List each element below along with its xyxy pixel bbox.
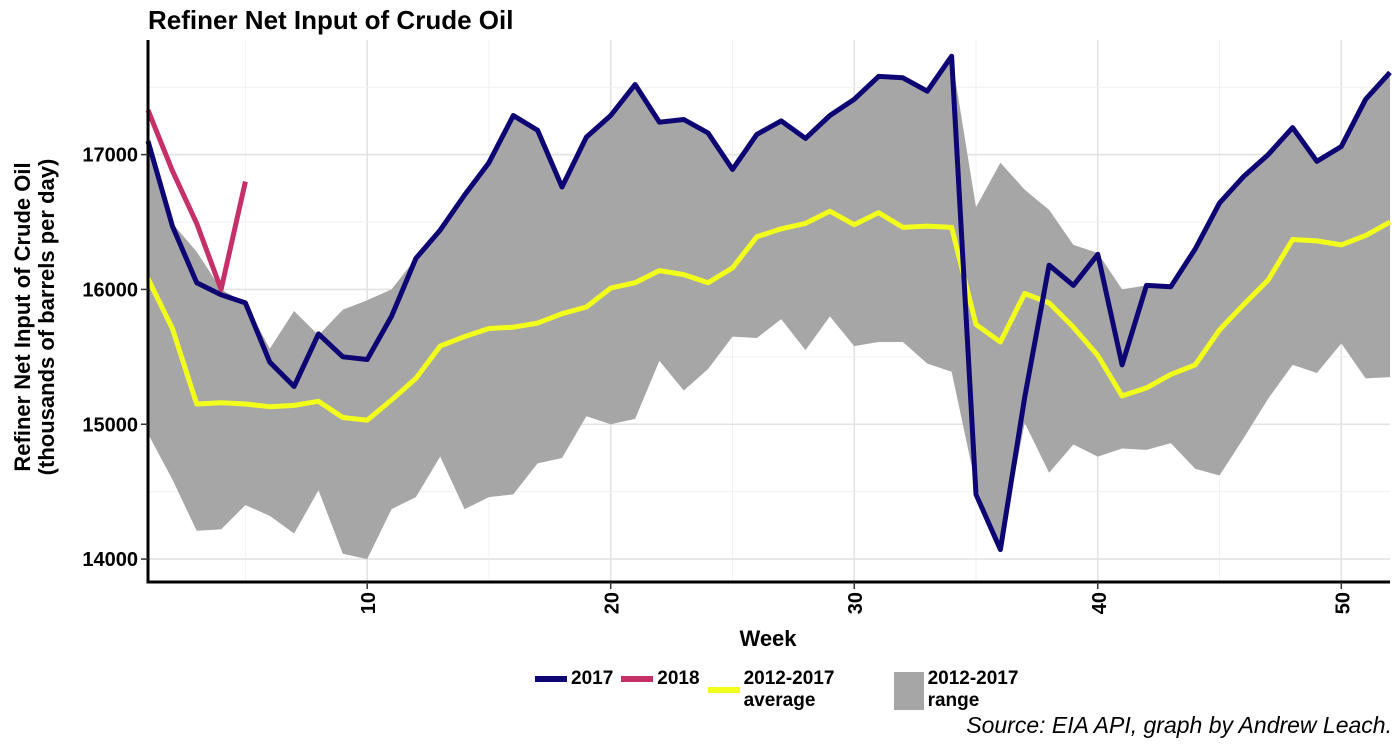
legend-label-average: 2012-2017 average (743, 668, 835, 711)
lines-layer (145, 53, 1392, 553)
y-tick-label: 16000 (82, 279, 138, 301)
x-axis-title: Week (739, 626, 797, 651)
legend-swatch-average (707, 687, 740, 693)
legend-item-2018: 2018 (621, 668, 700, 690)
y-tick-label: 15000 (82, 414, 138, 436)
legend-item-average: 2012-2017 average (707, 668, 864, 712)
range-layer (148, 56, 1390, 560)
legend-swatch-2017 (535, 676, 567, 682)
legend: 2017 2018 2012-2017 average 2012-2017 ra… (535, 668, 1056, 712)
legend-item-2017: 2017 (535, 668, 613, 690)
chart: 14000 15000 16000 17000 10 20 30 40 50 Week Refi… (10, 40, 1392, 651)
range-band (148, 56, 1390, 560)
legend-swatch-2018 (621, 676, 654, 682)
y-tick-label: 17000 (82, 145, 138, 167)
x-tick-label: 20 (602, 592, 624, 614)
x-tick-label: 30 (845, 592, 867, 614)
series-line-2012-2017-average (145, 208, 1392, 423)
x-tick-label: 40 (1089, 592, 1111, 614)
legend-label-2017: 2017 (571, 668, 614, 689)
x-tick-label: 50 (1332, 592, 1354, 614)
ticks: 14000 15000 16000 17000 10 20 30 40 50 (82, 145, 1354, 615)
source-caption: Source: EIA API, graph by Andrew Leach. (966, 712, 1392, 738)
y-axis-title-line1: Refiner Net Input of Crude Oil (10, 162, 35, 471)
legend-item-range: 2012-2017 range (872, 668, 1048, 712)
y-axis-title-line2: (thousands of barrels per day) (34, 159, 59, 476)
x-tick-label: 10 (358, 592, 380, 614)
legend-label-range: 2012-2017 range (927, 668, 1019, 711)
series-line-2017 (145, 53, 1392, 553)
axes (146, 40, 1390, 584)
legend-swatch-range (893, 672, 924, 710)
series-line-2018 (145, 109, 248, 292)
chart-title: Refiner Net Input of Crude Oil (148, 5, 514, 35)
legend-label-2018: 2018 (657, 668, 700, 689)
y-tick-label: 14000 (82, 549, 138, 571)
